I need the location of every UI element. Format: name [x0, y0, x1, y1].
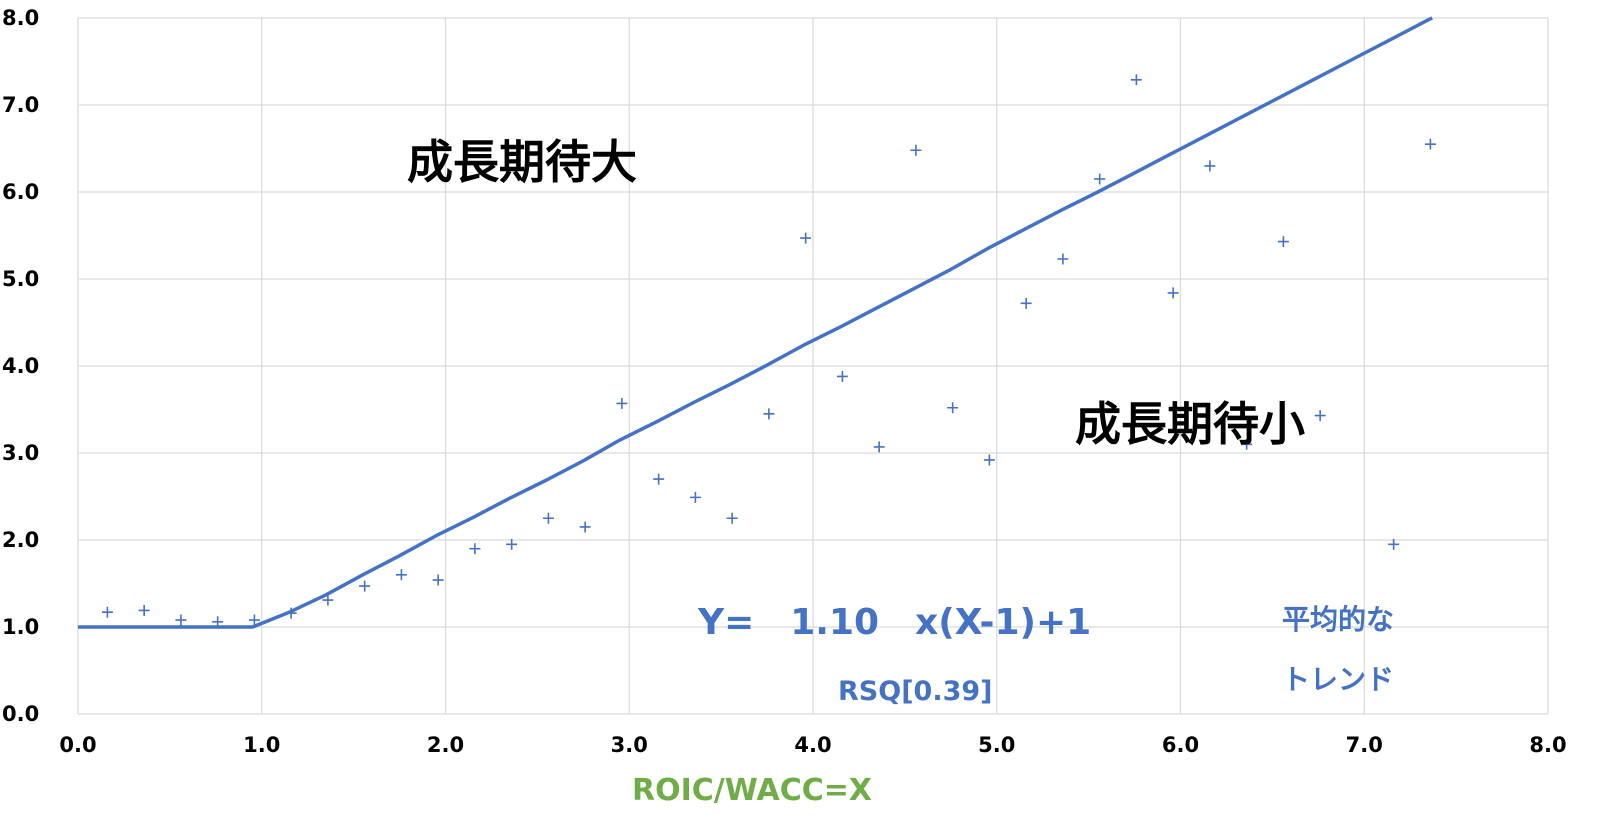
data-point-marker — [285, 607, 297, 619]
data-point-marker — [1094, 173, 1106, 185]
x-tick-label: 0.0 — [59, 733, 96, 757]
data-point-marker — [726, 512, 738, 524]
data-points — [101, 74, 1436, 628]
data-point-marker — [138, 604, 150, 616]
y-tick-label: 4.0 — [2, 354, 39, 378]
x-axis-tick-labels: 0.0 1.0 2.0 3.0 4.0 5.0 6.0 7.0 8.0 — [59, 733, 1566, 757]
data-point-marker — [983, 454, 995, 466]
data-point-marker — [1388, 538, 1400, 550]
data-point-marker — [1277, 236, 1289, 248]
data-point-marker — [836, 370, 848, 382]
data-point-marker — [101, 606, 113, 618]
data-point-marker — [1424, 138, 1436, 150]
data-point-marker — [653, 473, 665, 485]
y-tick-label: 3.0 — [2, 441, 39, 465]
gridlines — [77, 17, 1549, 715]
data-point-marker — [506, 538, 518, 550]
data-point-marker — [616, 397, 628, 409]
data-point-marker — [1020, 297, 1032, 309]
data-point-marker — [579, 521, 591, 533]
data-point-marker — [1167, 287, 1179, 299]
data-point-marker — [763, 408, 775, 420]
data-point-marker — [248, 614, 260, 626]
data-point-marker — [432, 574, 444, 586]
y-tick-label: 6.0 — [2, 180, 39, 204]
x-axis-title: ROIC/WACC=X — [632, 773, 872, 808]
x-tick-label: 1.0 — [243, 733, 280, 757]
y-tick-label: 1.0 — [2, 615, 39, 639]
data-point-marker — [947, 402, 959, 414]
data-point-marker — [469, 543, 481, 555]
x-tick-label: 6.0 — [1162, 733, 1199, 757]
data-point-marker — [212, 616, 224, 628]
y-tick-label: 8.0 — [2, 6, 39, 30]
annotation-low-growth: 成長期待小 — [1075, 397, 1305, 451]
annotation-average-trend-line1: 平均的な — [1282, 603, 1394, 636]
y-axis-tick-labels: 0.0 1.0 2.0 3.0 4.0 5.0 6.0 7.0 8.0 — [2, 6, 39, 726]
data-point-marker — [1241, 438, 1253, 450]
data-point-marker — [1057, 253, 1069, 265]
x-tick-label: 3.0 — [611, 733, 648, 757]
trend-line — [78, 16, 1433, 629]
trend-line-group — [78, 16, 1433, 629]
y-tick-label: 0.0 — [2, 702, 39, 726]
data-point-marker — [800, 232, 812, 244]
data-point-marker — [689, 491, 701, 503]
y-tick-label: 7.0 — [2, 93, 39, 117]
x-tick-label: 4.0 — [794, 733, 831, 757]
x-tick-label: 5.0 — [978, 733, 1015, 757]
x-tick-label: 2.0 — [427, 733, 464, 757]
annotation-high-growth: 成長期待大 — [407, 135, 637, 189]
annotation-rsq: RSQ[0.39] — [838, 676, 993, 707]
x-tick-label: 8.0 — [1529, 733, 1566, 757]
data-point-marker — [175, 614, 187, 626]
y-tick-label: 5.0 — [2, 267, 39, 291]
y-tick-label: 2.0 — [2, 528, 39, 552]
data-point-marker — [542, 512, 554, 524]
data-point-marker — [910, 144, 922, 156]
data-point-marker — [1204, 160, 1216, 172]
data-point-marker — [873, 441, 885, 453]
annotation-average-trend-line2: トレンド — [1282, 663, 1394, 696]
data-point-marker — [322, 594, 334, 606]
annotation-equation: Y= 1.10 x(X-1)+1 — [697, 602, 1091, 643]
data-point-marker — [1314, 410, 1326, 422]
data-point-marker — [359, 580, 371, 592]
data-point-marker — [1130, 74, 1142, 86]
data-point-marker — [395, 569, 407, 581]
x-tick-label: 7.0 — [1346, 733, 1383, 757]
